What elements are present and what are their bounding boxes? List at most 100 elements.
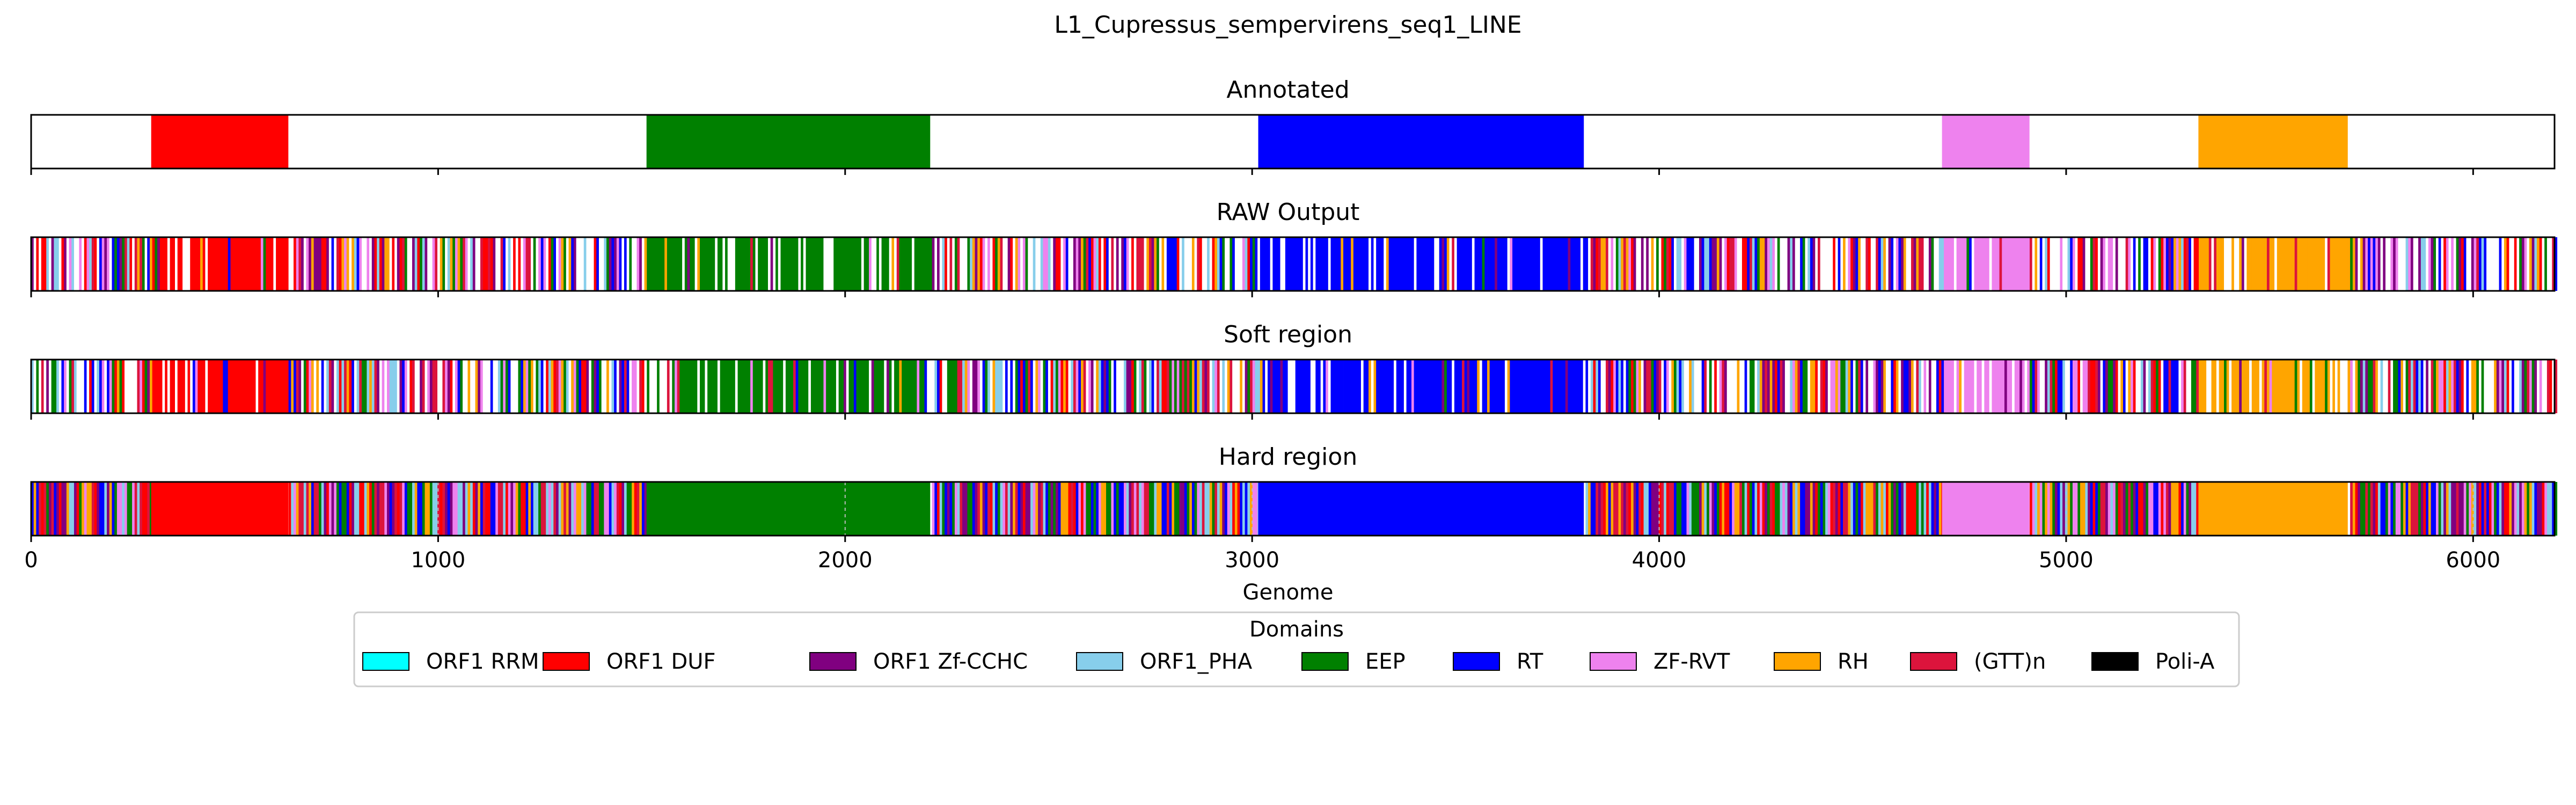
stripe [79, 237, 82, 291]
stripe [1555, 360, 1558, 413]
stripe [561, 482, 564, 536]
stripe [2032, 237, 2035, 291]
stripe [2072, 237, 2076, 291]
stripe [780, 360, 784, 413]
stripe [2297, 237, 2300, 291]
stripe [1664, 482, 1667, 536]
stripe [1477, 360, 1480, 413]
stripe [641, 482, 645, 536]
stripe [1928, 360, 1932, 413]
stripe [669, 237, 672, 291]
stripe [2156, 237, 2159, 291]
stripe [109, 237, 112, 291]
stripe [1000, 237, 1003, 291]
stripe [478, 482, 481, 536]
stripe [217, 360, 221, 413]
stripe [765, 237, 769, 291]
stripe [1888, 237, 1891, 291]
stripe [1328, 360, 1331, 413]
stripe [717, 237, 721, 291]
stripe [1394, 237, 1397, 291]
stripe [97, 237, 100, 291]
stripe [2165, 237, 2169, 291]
stripe [460, 237, 463, 291]
stripe [1919, 237, 1922, 291]
stripe [518, 237, 521, 291]
stripe [1772, 482, 1775, 536]
stripe [51, 237, 54, 291]
stripe [1298, 360, 1301, 413]
stripe [1075, 482, 1079, 536]
stripe [644, 482, 647, 536]
stripe [1661, 360, 1664, 413]
stripe [1240, 360, 1243, 413]
stripe [525, 482, 529, 536]
stripe [1664, 360, 1667, 413]
stripe [2456, 237, 2459, 291]
stripe [583, 237, 587, 291]
stripe [1815, 237, 1818, 291]
stripe [1083, 237, 1086, 291]
stripe [1114, 360, 1117, 413]
stripe [2315, 237, 2318, 291]
stripe [525, 237, 529, 291]
stripe [1308, 237, 1311, 291]
stripe [2045, 360, 2048, 413]
stripe [202, 237, 206, 291]
stripe [1835, 482, 1839, 536]
stripe [1129, 237, 1132, 291]
stripe [1091, 482, 1094, 536]
stripe [687, 360, 690, 413]
stripe [521, 360, 524, 413]
stripe [1305, 360, 1308, 413]
stripe [1421, 360, 1424, 413]
stripe [187, 237, 191, 291]
stripe [1406, 237, 1409, 291]
stripe [175, 237, 178, 291]
stripe [2088, 237, 2091, 291]
stripe [116, 237, 120, 291]
stripe [773, 237, 776, 291]
stripe [2552, 360, 2555, 413]
stripe [1245, 482, 1248, 536]
stripe [1101, 360, 1104, 413]
stripe [798, 237, 801, 291]
stripe [1636, 482, 1639, 536]
stripe [54, 482, 57, 536]
stripe [142, 360, 145, 413]
stripe [2105, 237, 2109, 291]
stripe [1603, 360, 1606, 413]
stripe [733, 360, 736, 413]
stripe [2289, 360, 2293, 413]
stripe [352, 360, 355, 413]
stripe [576, 237, 579, 291]
stripe [425, 237, 428, 291]
stripe [1320, 237, 1323, 291]
stripe [1865, 482, 1869, 536]
stripe [1560, 360, 1563, 413]
stripe [909, 360, 912, 413]
stripe [402, 237, 405, 291]
stripe [276, 237, 279, 291]
stripe [311, 360, 314, 413]
stripe [2193, 482, 2197, 536]
stripe [1883, 237, 1886, 291]
stripe [632, 237, 635, 291]
stripe [303, 237, 306, 291]
stripe [1161, 237, 1165, 291]
stripe [1676, 360, 1679, 413]
stripe [1482, 360, 1485, 413]
stripe [48, 482, 52, 536]
stripe [104, 360, 107, 413]
stripe [2390, 237, 2394, 291]
stripe [2552, 237, 2555, 291]
stripe [1747, 237, 1750, 291]
stripe [503, 360, 506, 413]
stripe [2451, 482, 2454, 536]
stripe [2438, 360, 2441, 413]
stripe [1396, 360, 1399, 413]
stripe [1994, 360, 1997, 413]
stripe [1959, 237, 1962, 291]
stripe [1217, 237, 1220, 291]
stripe [1116, 482, 1119, 536]
